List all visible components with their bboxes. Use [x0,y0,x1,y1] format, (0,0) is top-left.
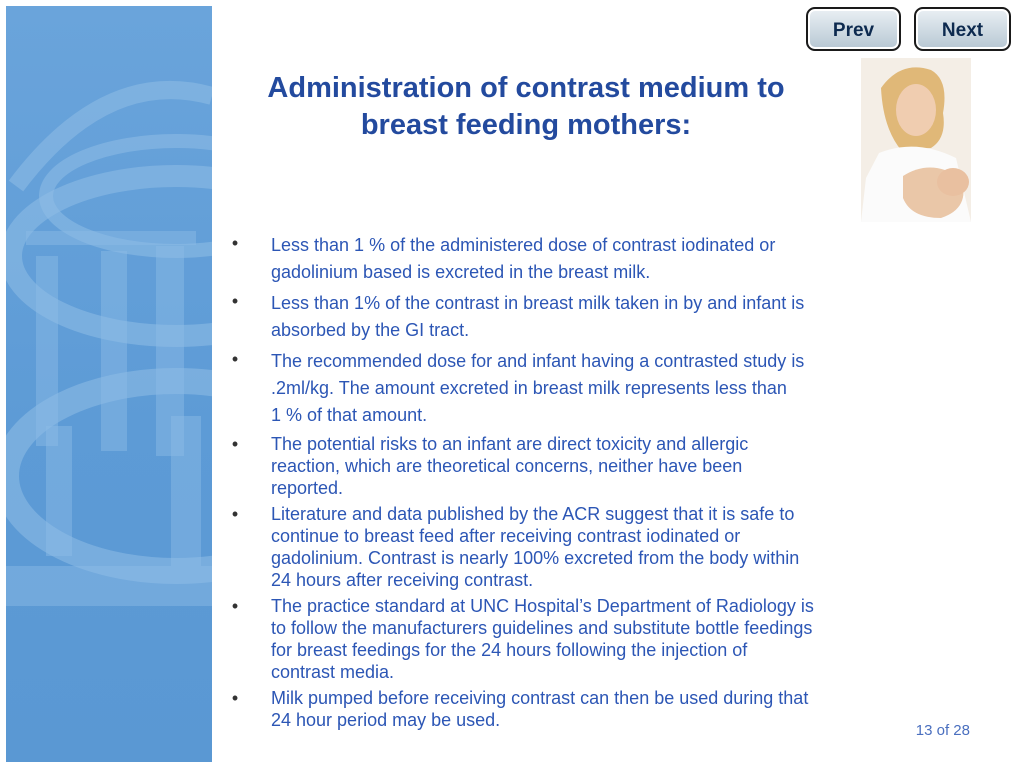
list-item: • Less than 1% of the contrast in breast… [228,290,968,344]
page-indicator: 13 of 28 [915,722,970,739]
list-item: • Literature and data published by the A… [228,503,968,591]
bullet-marker: • [231,233,239,253]
bullet-list: • Less than 1 % of the administered dose… [228,232,968,735]
slide-title-line1: Administration of contrast medium to [267,72,785,104]
bullet-marker: • [231,504,239,524]
list-item: • The potential risks to an infant are d… [228,433,968,499]
bullet-text: The potential risks to an infant are dir… [271,434,749,498]
next-button[interactable]: Next [914,7,1011,51]
prev-button[interactable]: Prev [806,7,901,51]
rotunda-watermark-icon [6,81,212,606]
bullet-marker: • [231,349,239,369]
mother-nursing-photo [861,58,971,222]
bullet-text: Less than 1% of the contrast in breast m… [271,293,805,340]
list-item: • Milk pumped before receiving contrast … [228,687,968,731]
bullet-marker: • [231,434,239,454]
bullet-text: The recommended dose for and infant havi… [271,351,805,425]
bullet-marker: • [231,596,239,616]
list-item: • The recommended dose for and infant ha… [228,348,968,429]
list-item: • The practice standard at UNC Hospital’… [228,595,968,683]
slide-title-line2: breast feeding mothers: [360,109,692,141]
bullet-marker: • [231,291,239,311]
bullet-text: Literature and data published by the ACR… [271,504,800,590]
list-item: • Less than 1 % of the administered dose… [228,232,968,286]
bullet-text: The practice standard at UNC Hospital’s … [271,596,814,682]
bullet-marker: • [231,688,239,708]
slide-title: Administration of contrast medium to bre… [212,70,840,144]
side-panel [6,6,212,762]
bullet-text: Less than 1 % of the administered dose o… [271,235,776,282]
bullet-text: Milk pumped before receiving contrast ca… [271,688,809,730]
mother-infant-icon [861,58,971,222]
